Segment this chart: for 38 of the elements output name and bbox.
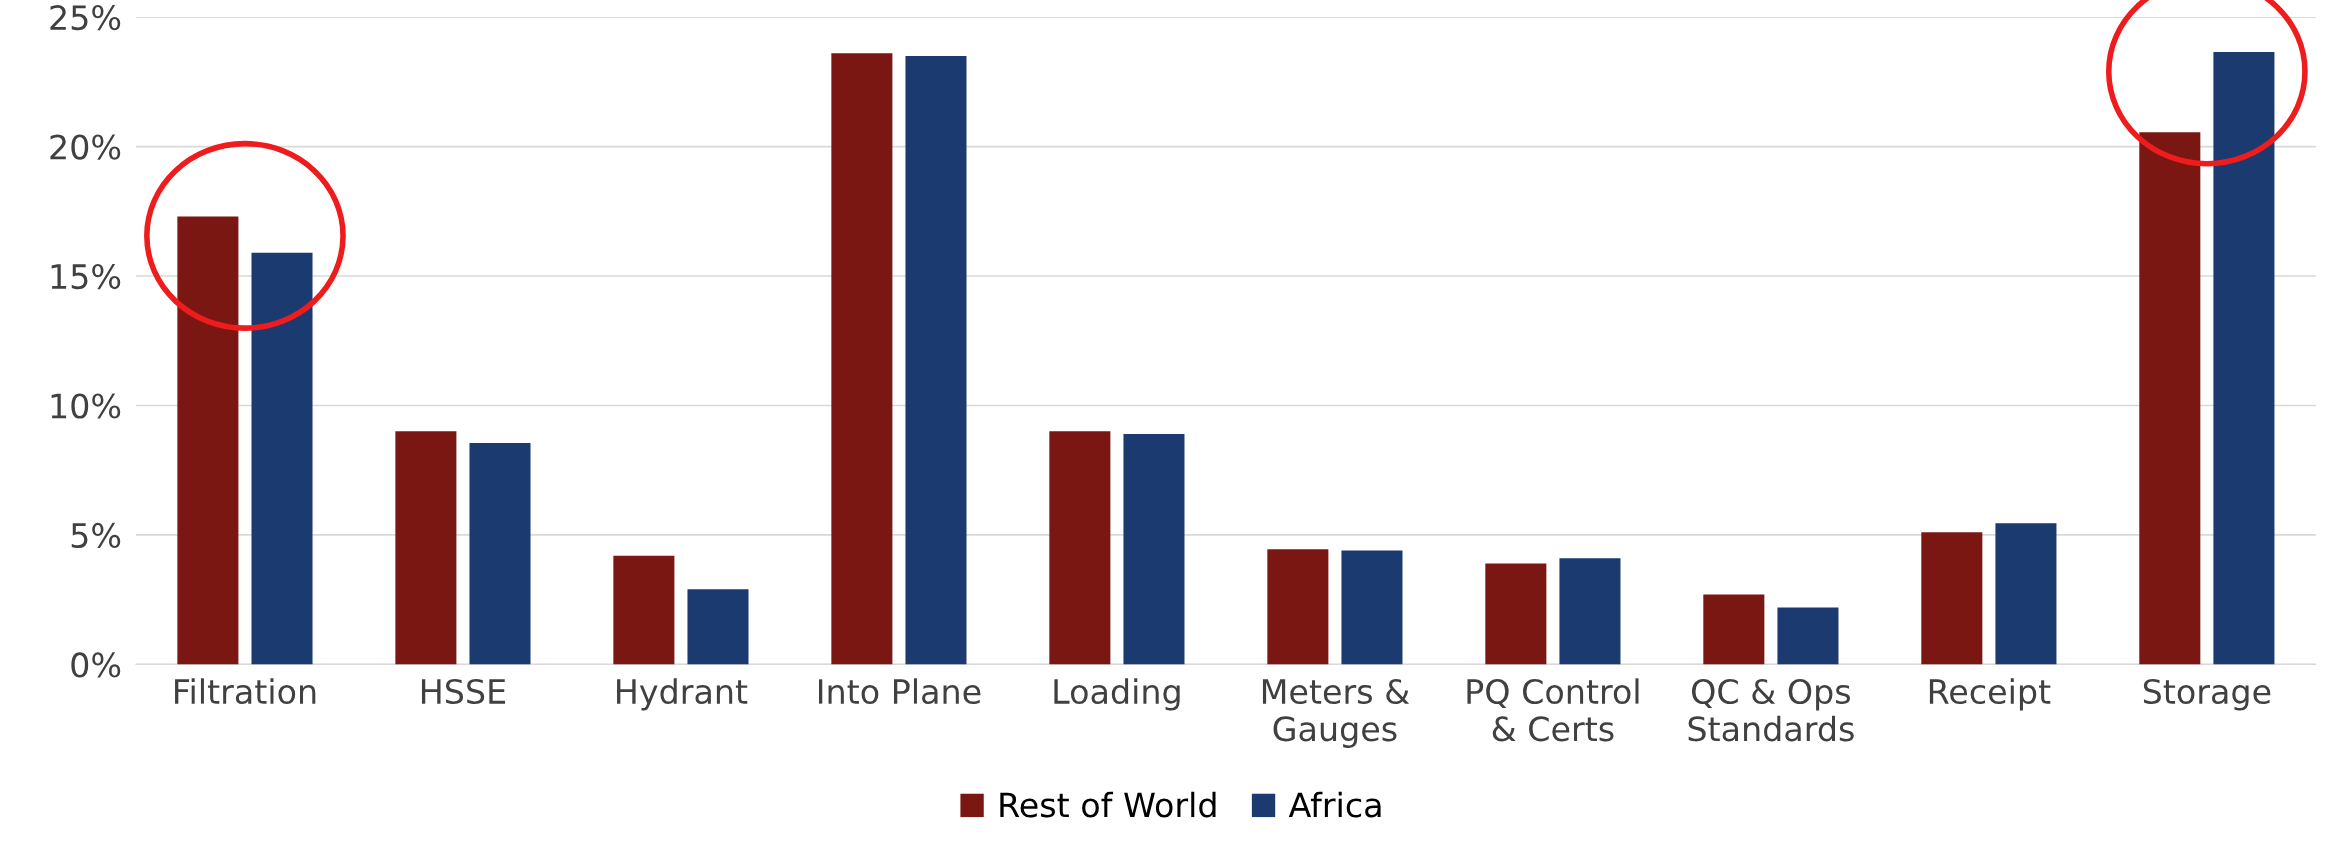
- bar: [1485, 563, 1547, 665]
- y-tick-label: 20%: [50, 134, 121, 160]
- bar: [251, 252, 313, 665]
- bar: [177, 216, 239, 665]
- bar: [1921, 532, 1983, 665]
- bar: [1123, 433, 1185, 665]
- bar: [1341, 550, 1403, 665]
- x-tick-label: HSSE: [421, 678, 506, 705]
- x-tick-label: Into Plane: [818, 678, 981, 705]
- x-tick-label: PQ Control & Certs: [1467, 678, 1639, 742]
- y-tick-label: 15%: [51, 263, 121, 290]
- bar: [1559, 558, 1621, 665]
- bar: [1267, 549, 1329, 665]
- x-tick-label: Receipt: [1929, 678, 2051, 711]
- legend-label: Africa: [1288, 791, 1381, 818]
- y-tick-label: 0%: [71, 652, 121, 678]
- y-tick-label: 10%: [51, 393, 121, 419]
- x-tick-label: Meters & Gauges: [1262, 678, 1410, 748]
- bar: [2139, 132, 2201, 665]
- x-tick-label: Hydrant: [617, 678, 748, 711]
- bar: [1777, 607, 1839, 665]
- x-tick-label: Filtration: [175, 678, 316, 705]
- bar: [905, 55, 967, 665]
- bar: [1049, 431, 1111, 665]
- bar: [613, 555, 675, 665]
- bar: [687, 589, 749, 665]
- bar: [2213, 52, 2275, 665]
- y-tick-label: 25%: [50, 5, 121, 31]
- bar: [469, 443, 531, 665]
- bar: [395, 431, 457, 665]
- x-tick-label: Storage: [2143, 678, 2271, 711]
- x-tick-label: QC & Ops Standards: [1688, 678, 1854, 742]
- bar: [831, 53, 893, 665]
- y-tick-label: 5%: [71, 522, 121, 549]
- legend-label: Rest of World: [1000, 791, 1216, 818]
- bar: [1995, 523, 2057, 665]
- bar: [1703, 594, 1765, 665]
- x-tick-label: Loading: [1054, 678, 1180, 711]
